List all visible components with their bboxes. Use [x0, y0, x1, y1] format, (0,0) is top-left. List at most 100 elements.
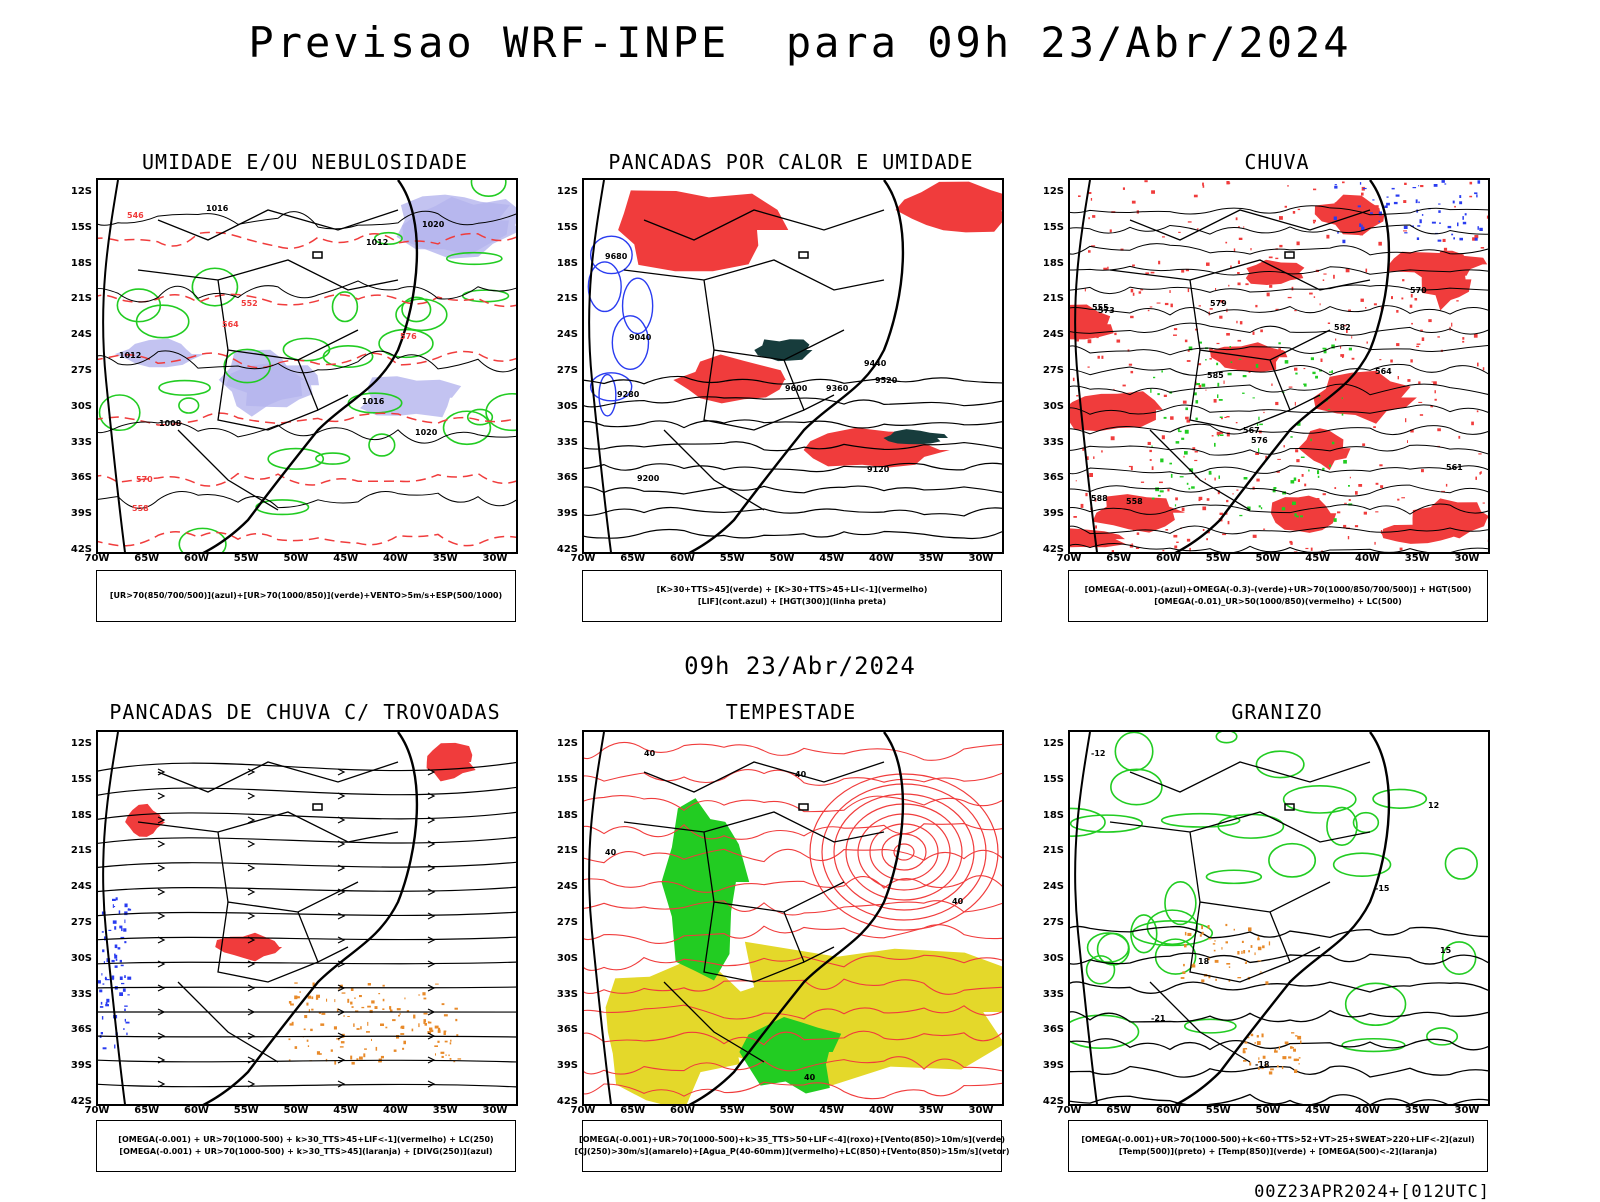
contour-label: 570: [136, 475, 153, 484]
latitude-label: 24S: [1036, 881, 1064, 892]
streamline-850: [584, 796, 1002, 812]
instability-area: [896, 182, 1003, 233]
contour-label: 1016: [206, 204, 229, 213]
shower-speckles: [289, 982, 462, 1064]
longitude-label: 55W: [1203, 1105, 1233, 1116]
latitude-label: 36S: [64, 1024, 92, 1035]
temp850-contour: [1427, 1028, 1457, 1045]
contour-label: 561: [1446, 463, 1463, 472]
latitude-label: 39S: [1036, 1060, 1064, 1071]
legend-box: [OMEGA(-0.001)+UR>70(1000-500)+k>35_TTS>…: [582, 1120, 1002, 1172]
longitude-label: 35W: [916, 1105, 946, 1116]
latitude-label: 21S: [550, 293, 578, 304]
panel-title: UMIDADE E/OU NEBULOSIDADE: [56, 150, 554, 174]
latitude-label: 18S: [550, 258, 578, 269]
contour: [216, 228, 249, 245]
longitude-label: 50W: [767, 553, 797, 564]
longitude-label: 50W: [1253, 1105, 1283, 1116]
longitude-label: 60W: [182, 1105, 212, 1116]
longitude-label: 65W: [618, 553, 648, 564]
streamline: [98, 1036, 516, 1037]
longitude-label: 50W: [281, 1105, 311, 1116]
latitude-label: 12S: [1036, 186, 1064, 197]
latitude-label: 21S: [64, 293, 92, 304]
legend-line: [K>30+TTS>45](verde) + [K>30+TTS>45+LI<-…: [657, 584, 928, 596]
streamline-arrow: [338, 937, 344, 943]
latitude-label: 12S: [64, 186, 92, 197]
contour-label: 558: [1126, 497, 1143, 506]
geopotential-contour: [1070, 323, 1488, 335]
longitude-label: 30W: [966, 553, 996, 564]
streamline-arrow: [158, 841, 164, 847]
contour-label: 9360: [826, 384, 849, 393]
longitude-label: 35W: [1402, 1105, 1432, 1116]
streamline-arrow: [248, 1057, 254, 1063]
rain-area: [1388, 252, 1487, 279]
humidity-contour: [332, 292, 357, 322]
contour: [156, 180, 176, 192]
longitude-label: 65W: [132, 1105, 162, 1116]
longitude-label: 55W: [717, 1105, 747, 1116]
longitude-label: 30W: [1452, 1105, 1482, 1116]
contour-label: 582: [1334, 323, 1351, 332]
lake-marker: [313, 252, 322, 258]
legend-line: [UR>70(850/700/500)](azul)+[UR>70(1000/8…: [110, 590, 502, 602]
thunderstorm-area: [427, 743, 476, 782]
contour-label: 9680: [605, 252, 628, 261]
lifted-index-contour: [623, 278, 653, 333]
political-border: [298, 912, 348, 962]
longitude-label: 60W: [1154, 1105, 1184, 1116]
contour-label: 9280: [617, 390, 640, 399]
streamline-arrow: [428, 889, 434, 895]
contour-label: 40: [804, 1073, 816, 1082]
geopotential-contour: [1070, 306, 1488, 315]
longitude-label: 35W: [1402, 553, 1432, 564]
longitude-label: 60W: [668, 553, 698, 564]
streamline-arrow: [158, 1033, 164, 1039]
thunderstorm-area: [125, 804, 165, 837]
political-border: [644, 762, 884, 792]
latitude-label: 24S: [1036, 329, 1064, 340]
temp850-contour: [1133, 921, 1213, 946]
latitude-label: 24S: [64, 881, 92, 892]
contour-label: -18: [1255, 1060, 1270, 1069]
humidity-area: [397, 195, 510, 256]
longitude-label: 70W: [82, 553, 112, 564]
latitude-label: 12S: [64, 738, 92, 749]
contour: [374, 485, 424, 510]
streamline-arrow: [338, 1057, 344, 1063]
streamline-arrow: [248, 865, 254, 871]
political-border: [218, 280, 358, 360]
map-area: [96, 730, 518, 1106]
legend-box: [UR>70(850/700/500)](azul)+[UR>70(1000/8…: [96, 570, 516, 622]
contour-label: 564: [222, 320, 239, 329]
andes-border: [103, 180, 126, 552]
temp850-contour: [1115, 732, 1152, 770]
longitude-label: 70W: [82, 1105, 112, 1116]
latitude-label: 30S: [550, 953, 578, 964]
longitude-label: 30W: [1452, 553, 1482, 564]
longitude-label: 45W: [331, 553, 361, 564]
legend-box: [OMEGA(-0.001) + UR>70(1000-500) + k>30_…: [96, 1120, 516, 1172]
humidity-contour: [471, 180, 505, 196]
legend-box: [OMEGA(-0.001)+UR>70(1000-500)+k<60+TTS>…: [1068, 1120, 1488, 1172]
latitude-label: 21S: [64, 845, 92, 856]
temp500-contour: [1070, 1094, 1488, 1104]
latitude-label: 33S: [550, 437, 578, 448]
humidity-contour: [369, 434, 395, 456]
contour-label: 1020: [422, 220, 445, 229]
temp850-contour: [1131, 915, 1157, 953]
latitude-label: 39S: [1036, 508, 1064, 519]
temp850-contour: [1098, 933, 1130, 964]
longitude-label: 35W: [916, 553, 946, 564]
longitude-label: 45W: [817, 1105, 847, 1116]
legend-line: [OMEGA(-0.001) + UR>70(1000-500) + k>30_…: [118, 1134, 493, 1146]
contour: [367, 523, 413, 534]
longitude-label: 55W: [717, 553, 747, 564]
geopotential-contour: [1070, 206, 1488, 215]
streamline-arrow: [428, 913, 434, 919]
geopotential-contour: [1070, 485, 1488, 496]
